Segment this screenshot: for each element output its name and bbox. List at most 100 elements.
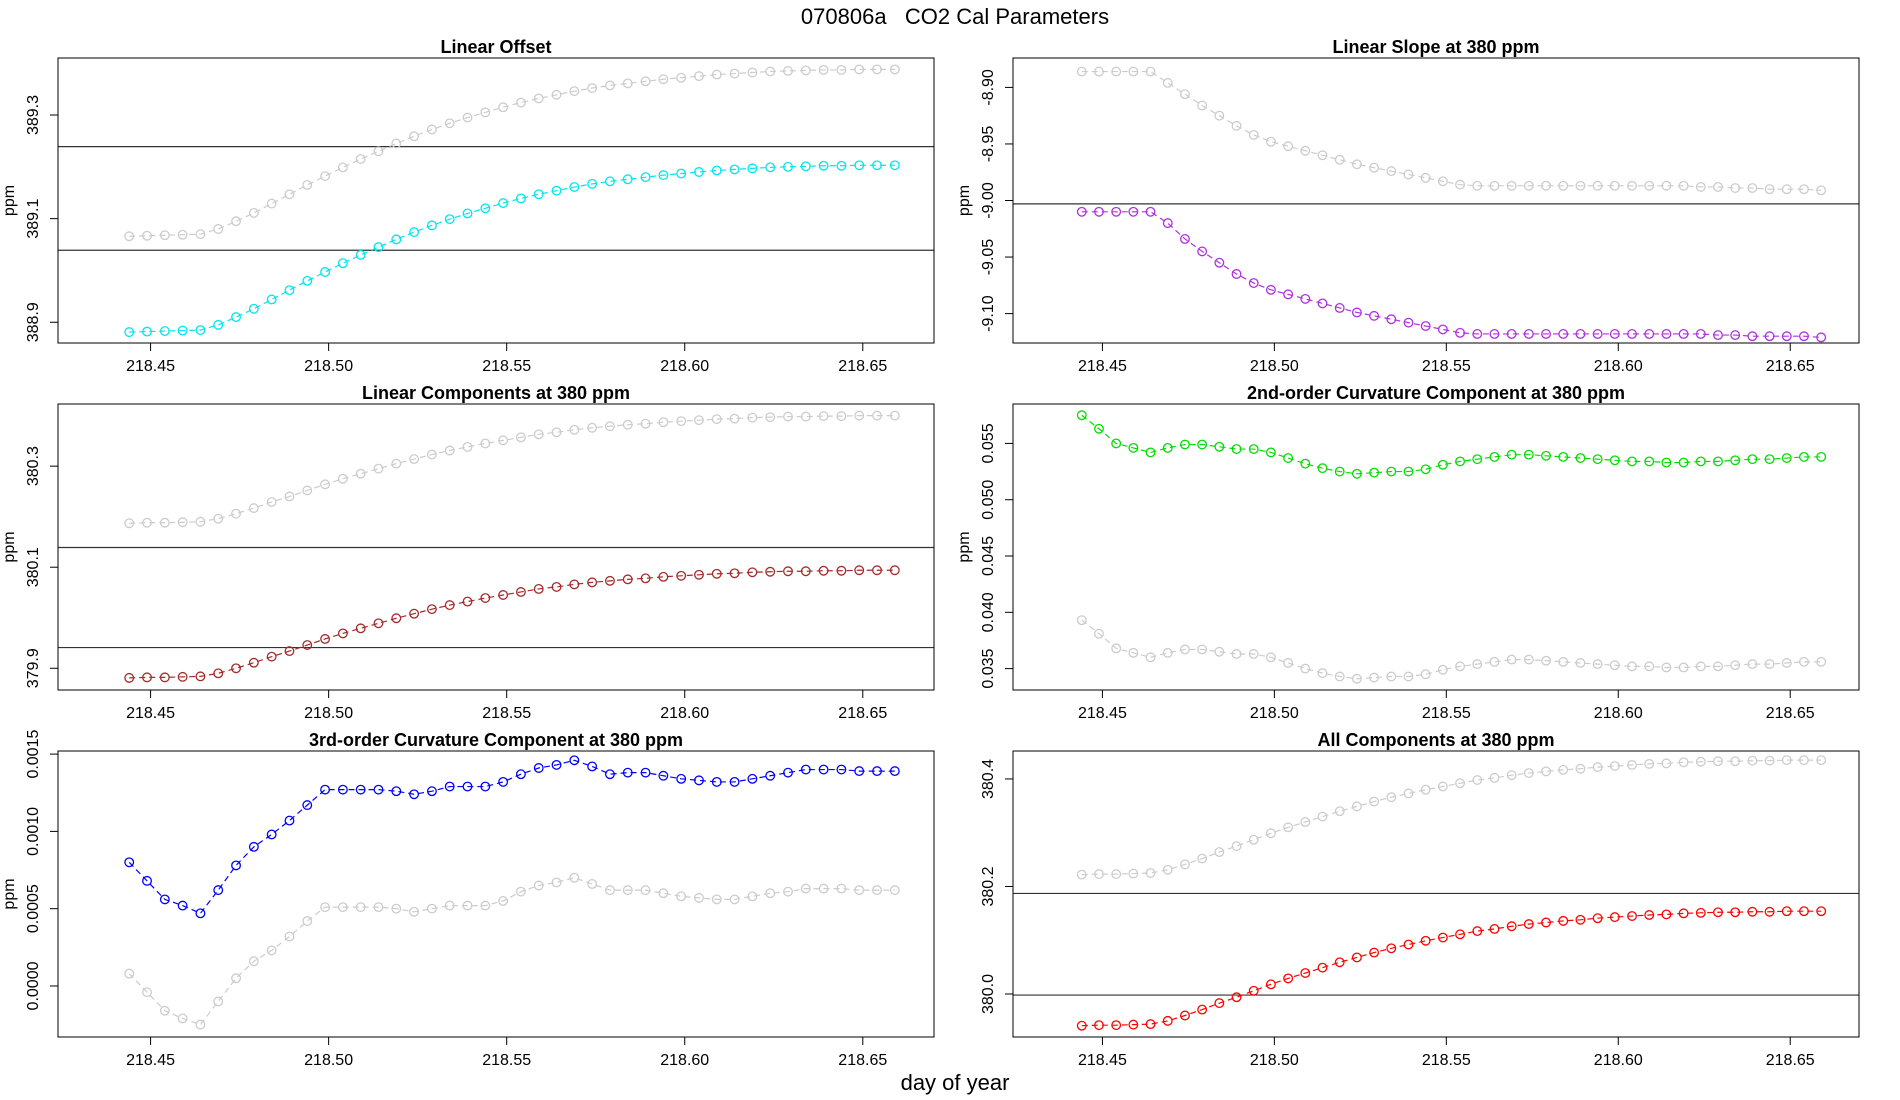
data-point (1558, 764, 1569, 775)
data-point (765, 566, 776, 577)
data-point (1214, 441, 1225, 452)
data-point (1781, 184, 1792, 195)
data-point (694, 71, 704, 82)
data-point (1489, 180, 1500, 191)
data-point (1558, 656, 1569, 667)
data-point (622, 419, 633, 430)
data-point (1111, 869, 1122, 880)
data-point (1145, 652, 1156, 663)
series-line (129, 164, 895, 333)
data-point (783, 886, 793, 897)
data-point (1627, 661, 1637, 672)
data-point (320, 479, 331, 490)
data-point (284, 815, 295, 826)
data-point (248, 503, 259, 514)
data-point (355, 784, 366, 795)
data-point (462, 208, 473, 219)
data-point (872, 885, 882, 896)
data-point (195, 516, 206, 527)
data-point (1455, 661, 1466, 672)
data-point (1403, 169, 1414, 180)
data-point (658, 888, 669, 899)
data-point (658, 170, 669, 181)
data-point (551, 759, 562, 770)
x-tick-label: 218.55 (482, 1052, 531, 1069)
data-point (213, 513, 224, 524)
data-point (1523, 768, 1534, 778)
data-point (1816, 332, 1827, 343)
data-point (818, 160, 829, 171)
data-point (426, 604, 437, 615)
x-tick-label: 218.55 (1422, 1052, 1471, 1069)
data-point (783, 161, 793, 172)
data-point (872, 410, 882, 421)
series-line (1081, 619, 1822, 680)
data-point (1214, 257, 1225, 268)
data-point (159, 230, 170, 241)
x-tick-label: 218.60 (1594, 705, 1643, 722)
data-point (1609, 660, 1620, 671)
panel-title: Linear Slope at 380 ppm (1332, 37, 1539, 57)
data-point (1592, 454, 1603, 465)
data-point (1730, 330, 1741, 341)
data-point (1609, 455, 1620, 466)
data-point (1609, 912, 1620, 923)
data-point (1695, 756, 1706, 767)
x-axis-label: day of year (901, 1070, 1010, 1095)
y-tick-label: 380.2 (980, 866, 997, 906)
data-point (1592, 913, 1603, 924)
data-point (836, 64, 847, 75)
panel: Linear Offset ppm 218.45 218.50 218.55 218.60… (1, 37, 935, 375)
data-point (1094, 1020, 1104, 1031)
y-tick-label: 0.0010 (25, 807, 42, 856)
data-point (587, 879, 598, 889)
data-point (1644, 180, 1655, 191)
y-tick-label: 389.3 (25, 95, 42, 135)
data-point (533, 429, 544, 440)
data-point (248, 207, 259, 218)
data-point (622, 885, 633, 896)
data-point (1128, 66, 1139, 77)
data-point (1162, 218, 1173, 229)
data-point (765, 770, 776, 781)
data-point (569, 86, 580, 97)
data-point (622, 767, 633, 778)
data-point (1489, 656, 1500, 667)
data-point (1214, 998, 1225, 1009)
data-point (409, 789, 420, 800)
data-point (587, 178, 598, 189)
data-point (1575, 329, 1586, 339)
data-point (1283, 289, 1294, 300)
x-tick-label: 218.60 (660, 358, 709, 375)
data-point (1334, 154, 1345, 165)
data-point (1180, 439, 1190, 450)
data-point (1094, 628, 1104, 639)
data-point (1764, 331, 1775, 342)
panel: 2nd-order Curvature Component at 380 ppm… (956, 383, 1860, 722)
data-point (498, 776, 509, 787)
data-point (605, 80, 615, 91)
y-tick-label: -9.05 (980, 239, 997, 276)
data-point (1781, 906, 1792, 917)
data-point (1214, 847, 1225, 858)
data-point (1317, 150, 1328, 161)
data-point (818, 411, 829, 422)
data-point (124, 857, 135, 868)
data-point (1678, 329, 1689, 339)
data-point (1437, 932, 1448, 943)
data-point (1386, 671, 1397, 682)
x-tick-label: 218.50 (304, 705, 353, 722)
panel: 3rd-order Curvature Component at 380 ppm… (1, 730, 935, 1069)
data-point (1094, 869, 1104, 880)
data-point (1248, 649, 1259, 659)
data-point (569, 182, 580, 192)
data-point (515, 432, 526, 443)
data-point (1094, 423, 1104, 434)
data-point (284, 646, 295, 657)
data-point (195, 671, 206, 682)
data-point (1265, 979, 1276, 990)
data-point (729, 894, 740, 905)
data-point (1128, 647, 1139, 658)
data-point (1076, 1020, 1087, 1031)
